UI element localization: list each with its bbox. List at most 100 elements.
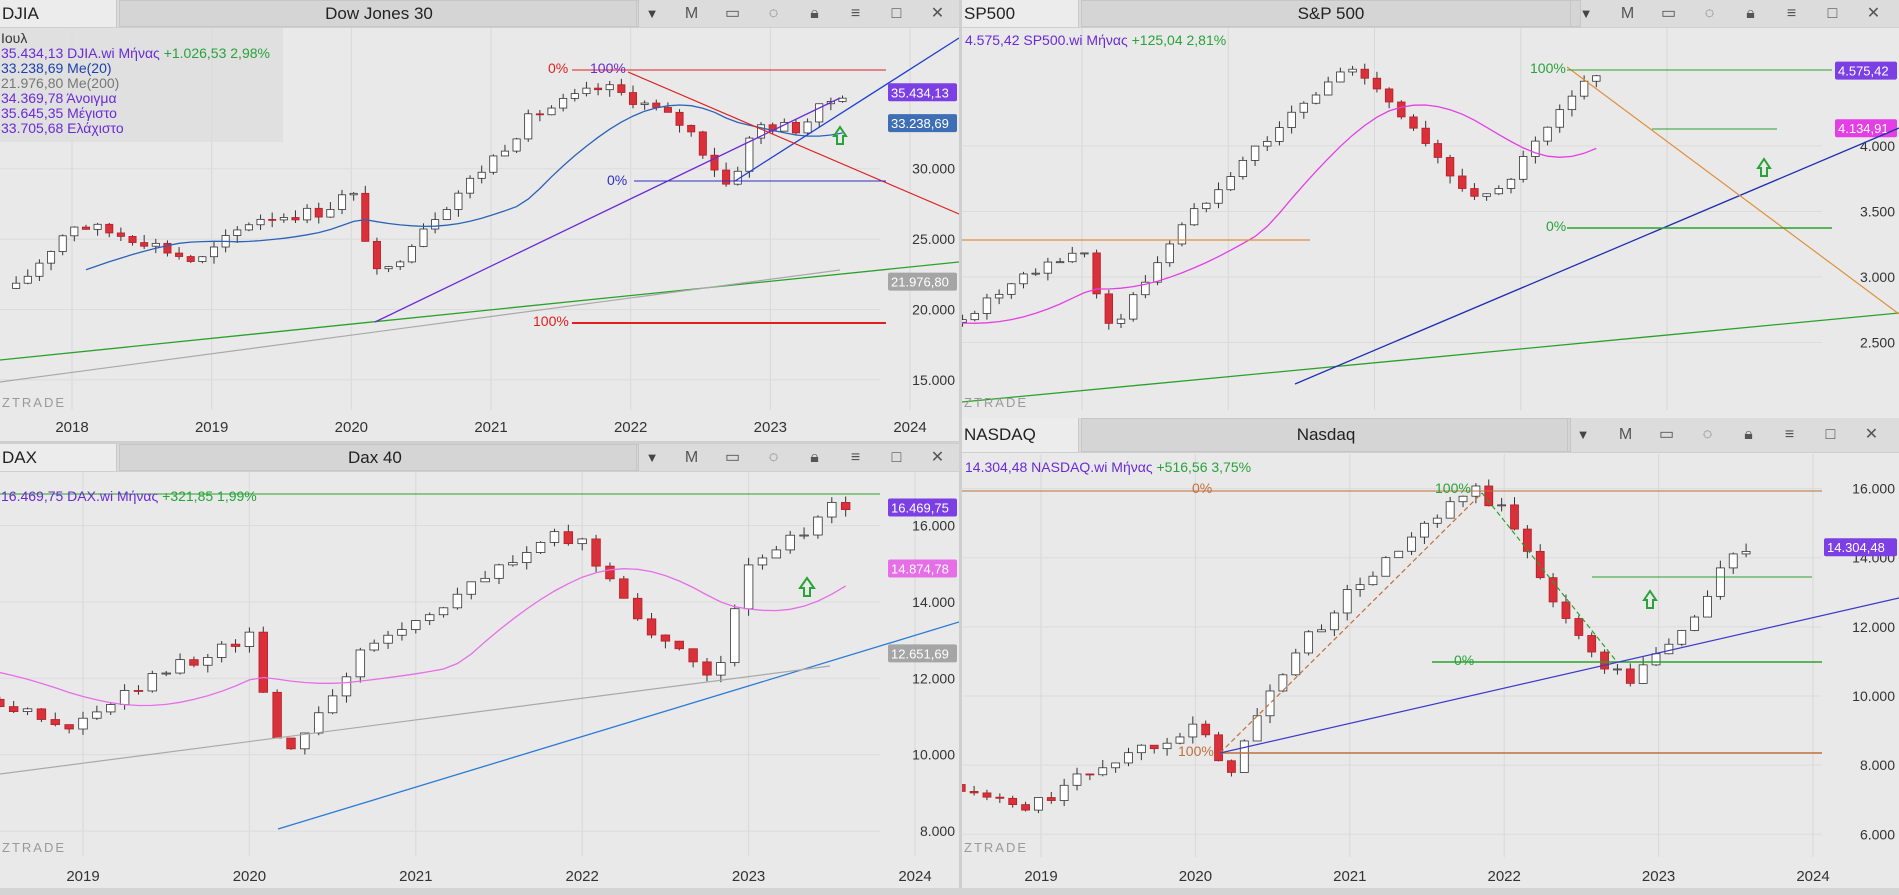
maximize-icon[interactable]: □ [1827,5,1838,22]
watermark: ZTRADE [2,840,66,855]
candle [161,672,171,675]
candle [1007,283,1016,295]
chevron-down-icon[interactable]: ▼ [636,444,667,471]
close-icon[interactable]: ✕ [1866,5,1881,22]
symbol-tab[interactable]: DAX [0,444,117,471]
price-chart[interactable]: 15.000 20.000 25.000 30.000 2018 2019 2020 2021… [0,0,959,441]
trendline-blue [1219,597,1899,754]
candle [547,107,556,116]
info-last-value: 14.304,48 NASDAQ.wi Μήνας [965,459,1153,475]
candle [383,634,393,644]
instrument-name[interactable]: Nasdaq [1081,418,1571,452]
candle [674,640,684,650]
info-legend: Ιουλ 35.434,13 DJIA.wi Μήνας +1.026,53 2… [1,31,270,136]
candle [743,564,754,610]
panel-icon[interactable]: ▭ [724,449,741,466]
interval-button[interactable]: M [1618,426,1633,443]
chevron-down-icon[interactable]: ▼ [1567,418,1598,452]
candle [35,262,44,277]
fib-label: 100% [590,60,626,76]
candle [995,796,1005,799]
comment-icon[interactable]: ◌ [768,449,779,466]
candle [256,218,265,226]
horizontal-scrollbar[interactable] [0,888,1899,895]
price-label-bg [1824,538,1897,557]
maximize-icon[interactable]: □ [891,5,902,22]
candle [1177,224,1187,245]
trendline-blue [277,621,959,830]
chevron-down-icon[interactable]: ▼ [636,0,667,27]
candle [605,84,614,91]
fib-label: 0% [1454,652,1474,668]
candle [1548,577,1558,603]
candle [431,219,440,230]
close-icon[interactable]: ✕ [930,5,945,22]
candle [660,634,671,642]
maximize-icon[interactable]: □ [1825,426,1836,443]
candle [369,642,379,651]
lock-icon[interactable]: 🔒︎ [1744,426,1753,443]
horizontal-divider[interactable] [0,441,1899,444]
panel-icon[interactable]: ▭ [724,5,741,22]
candle [23,275,32,284]
trendline-blue [734,37,959,182]
y-tick-label: 8.000 [1860,757,1895,773]
candle [535,542,546,553]
panel-icon[interactable]: ▭ [1660,5,1677,22]
symbol-tab[interactable]: NASDAQ [962,418,1079,452]
candle [1031,272,1040,275]
info-ma20: 33.238,69 Me(20) [1,60,112,76]
instrument-name[interactable]: S&P 500 [1081,0,1581,27]
menu-icon[interactable]: ≡ [1784,426,1795,443]
candle [338,194,347,210]
close-icon[interactable]: ✕ [930,449,945,466]
candle [838,97,847,102]
lock-icon[interactable]: 🔒︎ [1746,5,1755,22]
vertical-divider[interactable] [959,0,962,895]
price-chart[interactable]: 8.000 10.000 12.000 14.000 16.000 2019 2020 202… [0,444,959,888]
symbol-tab[interactable]: DJIA [0,0,117,27]
candle [1189,208,1199,226]
comment-icon[interactable]: ◌ [1704,5,1715,22]
panel-icon[interactable]: ▭ [1658,426,1675,443]
comment-icon[interactable]: ◌ [1702,426,1713,443]
instrument-name[interactable]: Dow Jones 30 [119,0,639,27]
interval-button[interactable]: M [1620,5,1635,22]
candle [1561,601,1571,619]
candle [1470,188,1479,197]
candle [477,171,486,179]
interval-button[interactable]: M [684,5,699,22]
candle [175,659,185,674]
candle [1482,193,1491,197]
x-tick-label: 2023 [754,419,787,436]
y-tick-label: 20.000 [912,301,955,317]
candle [1445,501,1455,519]
instrument-name[interactable]: Dax 40 [119,444,639,471]
candle [92,711,102,719]
chevron-down-icon[interactable]: ▼ [1570,0,1601,27]
candle [563,531,574,545]
interval-button[interactable]: M [684,449,699,466]
candle [1098,767,1108,776]
menu-icon[interactable]: ≡ [850,5,861,22]
candle [175,252,184,257]
lock-icon[interactable]: 🔒︎ [810,5,819,22]
candle [522,552,532,563]
menu-icon[interactable]: ≡ [850,449,861,466]
menu-icon[interactable]: ≡ [1786,5,1797,22]
y-tick-label: 3.500 [1860,203,1895,219]
close-icon[interactable]: ✕ [1864,426,1879,443]
chart-panel-dax: DAX Dax 40 ▼ M ▭ ◌ 🔒︎ ≡ □ ✕ 8.000 10.000 1… [0,444,959,888]
candle [452,593,463,609]
symbol-tab[interactable]: SP500 [962,0,1079,27]
candle [813,516,823,536]
price-chart[interactable]: 2.500 3.000 3.500 4.000 4.575,42 4.134,91 100%… [962,0,1899,441]
candle [1543,126,1552,142]
lock-icon[interactable]: 🔒︎ [810,449,819,466]
fib-label: 0% [1192,480,1212,496]
price-label: 4.575,42 [1838,64,1889,79]
info-legend: 4.575,42 SP500.wi Μήνας +125,04 2,81% [965,33,1226,48]
maximize-icon[interactable]: □ [891,449,902,466]
comment-icon[interactable]: ◌ [768,5,779,22]
